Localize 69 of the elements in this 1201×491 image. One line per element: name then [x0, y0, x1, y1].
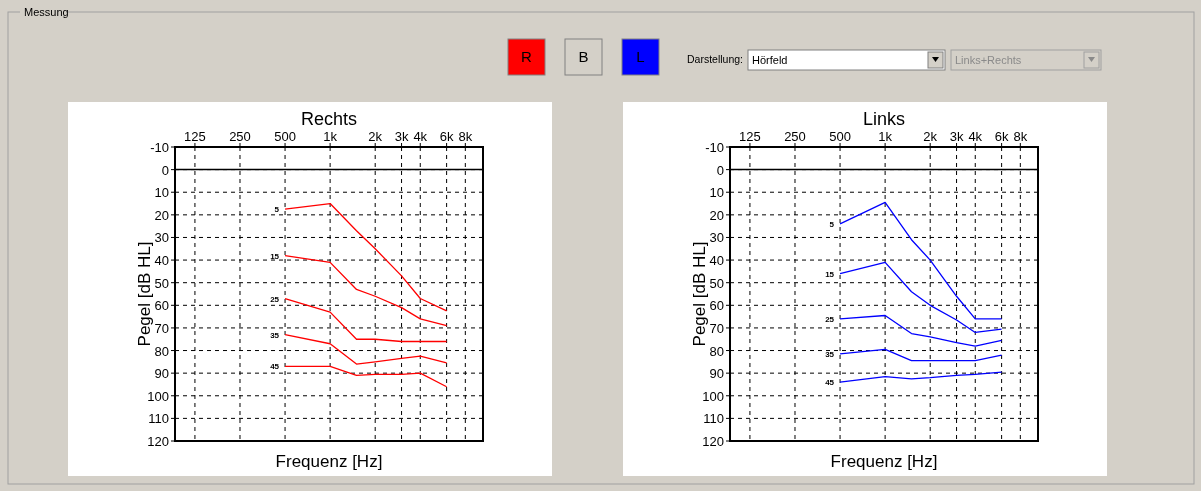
y-tick-label: 70 — [709, 320, 724, 336]
y-tick-label: 60 — [709, 298, 724, 314]
x-tick-label: 8k — [458, 129, 473, 144]
y-tick-label: -10 — [150, 140, 169, 155]
x-tick-label: 250 — [229, 129, 251, 144]
series-label: 45 — [270, 362, 280, 372]
y-tick-label: 40 — [154, 253, 169, 269]
y-tick-label: 80 — [709, 343, 724, 359]
series-label: 25 — [270, 294, 280, 304]
series-label: 15 — [270, 251, 280, 261]
y-tick-label: 90 — [709, 366, 724, 382]
y-tick-label: 50 — [709, 275, 724, 291]
chart-title: Rechts — [300, 109, 358, 129]
x-tick-label: 3k — [949, 129, 964, 144]
x-tick-label: 1k — [323, 129, 338, 144]
x-tick-label: 2k — [923, 129, 938, 144]
x-tick-label: 500 — [274, 129, 296, 144]
x-tick-label: 6k — [439, 129, 454, 144]
y-tick-label: 20 — [709, 207, 724, 223]
y-tick-label: 30 — [154, 230, 169, 246]
text: Darstellung: — [686, 53, 743, 65]
y-tick-label: 110 — [703, 411, 724, 427]
y-tick-label: 120 — [702, 434, 724, 449]
series-label: 5 — [829, 219, 835, 229]
x-axis-title: Frequenz [Hz] — [275, 452, 383, 471]
y-tick-label: 40 — [709, 253, 724, 269]
series-label: 45 — [825, 378, 835, 388]
x-tick-label: 4k — [413, 129, 428, 144]
y-tick-label: 60 — [154, 298, 169, 314]
y-tick-label: 80 — [154, 343, 169, 359]
text: Links+Rechts — [955, 54, 1022, 66]
y-tick-label: 70 — [154, 320, 169, 336]
text: L — [636, 48, 645, 65]
x-tick-label: 6k — [994, 129, 1009, 144]
text: B — [578, 48, 589, 65]
x-tick-label: 2k — [368, 129, 383, 144]
x-tick-label: 4k — [968, 129, 983, 144]
series-label: 15 — [825, 269, 835, 279]
y-tick-label: 120 — [147, 434, 169, 449]
y-tick-label: 0 — [161, 162, 169, 178]
series-label: 5 — [274, 205, 280, 215]
x-tick-label: 3k — [394, 129, 409, 144]
text: R — [521, 48, 533, 65]
x-tick-label: 500 — [829, 129, 851, 144]
y-tick-label: 10 — [709, 185, 724, 201]
y-tick-label: 20 — [154, 207, 169, 223]
text: Hörfeld — [752, 54, 788, 66]
y-tick-label: 90 — [154, 366, 169, 382]
y-tick-label: 30 — [709, 230, 724, 246]
y-axis-title: Pegel [dB HL] — [135, 241, 154, 347]
y-tick-label: -10 — [705, 140, 724, 155]
y-tick-label: 50 — [154, 275, 169, 291]
y-axis-title: Pegel [dB HL] — [690, 241, 709, 347]
y-tick-label: 100 — [147, 388, 169, 404]
chart-title: Links — [862, 109, 906, 129]
series-label: 25 — [825, 314, 835, 324]
y-tick-label: 100 — [702, 388, 724, 404]
y-tick-label: 110 — [148, 411, 169, 427]
y-tick-label: 0 — [716, 162, 724, 178]
text: Messung — [24, 6, 69, 18]
x-axis-title: Frequenz [Hz] — [830, 452, 938, 471]
series-label: 35 — [270, 330, 280, 340]
x-tick-label: 1k — [878, 129, 893, 144]
x-tick-label: 125 — [739, 129, 761, 144]
series-label: 35 — [825, 349, 835, 359]
x-tick-label: 250 — [784, 129, 806, 144]
x-tick-label: 125 — [184, 129, 206, 144]
x-tick-label: 8k — [1013, 129, 1028, 144]
y-tick-label: 10 — [154, 185, 169, 201]
